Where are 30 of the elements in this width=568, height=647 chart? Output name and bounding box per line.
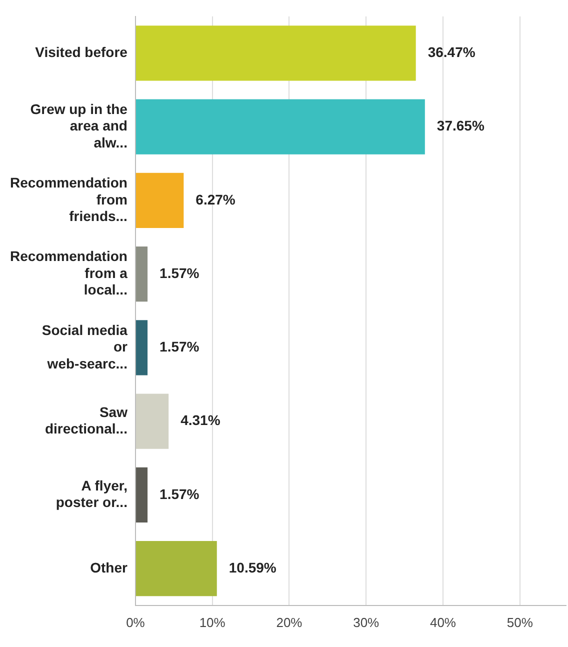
x-tick-label: 30%	[353, 614, 380, 630]
data-label: 37.65%	[436, 118, 485, 134]
x-tick-label: 50%	[506, 614, 534, 630]
data-label: 1.57%	[160, 338, 200, 355]
y-tick-label: Recommendation from a local...	[10, 248, 128, 298]
bar	[136, 172, 184, 228]
y-tick-label: Visited before	[35, 44, 128, 60]
y-tick-label: Saw directional...	[44, 404, 128, 437]
bar	[136, 246, 148, 302]
y-tick-label: Other	[90, 559, 128, 576]
y-tick-label: Recommendation from friends...	[10, 174, 128, 224]
data-label: 10.59%	[228, 559, 277, 576]
bar	[136, 26, 416, 81]
bar	[136, 99, 425, 154]
data-label: 36.47%	[428, 44, 476, 60]
data-label: 1.57%	[160, 486, 200, 502]
bar	[136, 541, 217, 596]
y-tick-label: Grew up in the area and alw...	[30, 100, 128, 150]
data-label: 4.31%	[180, 412, 221, 428]
y-tick-label: A flyer, poster or...	[56, 477, 128, 510]
x-tick-label: 10%	[199, 614, 226, 630]
x-tick-label: 0%	[126, 614, 146, 630]
data-label: 1.57%	[160, 264, 200, 281]
data-label: 6.27%	[196, 191, 236, 208]
x-tick-label: 40%	[430, 614, 456, 630]
bar	[136, 467, 148, 522]
y-tick-label: Social media or web-searc...	[42, 322, 128, 372]
x-tick-label: 20%	[276, 614, 303, 630]
bar	[136, 320, 148, 376]
bar	[136, 394, 169, 449]
